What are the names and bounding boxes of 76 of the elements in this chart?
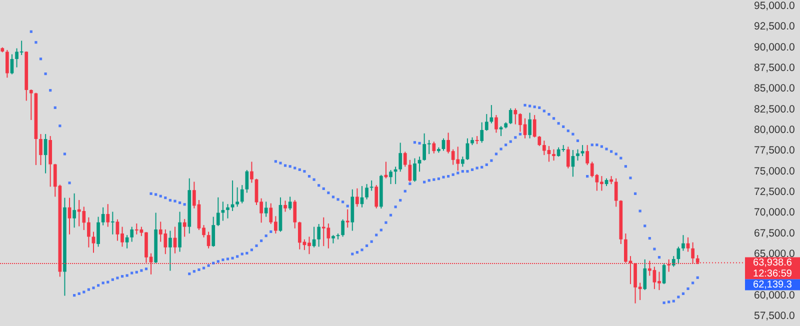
candlestick bbox=[341, 218, 344, 238]
candlestick bbox=[580, 144, 584, 157]
y-tick-label: 87,500.0 bbox=[754, 62, 796, 74]
candlestick bbox=[432, 141, 436, 154]
candlestick bbox=[528, 112, 532, 139]
candlestick bbox=[288, 196, 292, 211]
candlestick bbox=[676, 246, 680, 265]
candlestick bbox=[508, 108, 512, 125]
candlestick bbox=[245, 170, 249, 194]
candlestick bbox=[480, 122, 484, 144]
candlestick bbox=[484, 114, 488, 132]
candlestick bbox=[182, 218, 186, 238]
y-tick-label: 80,000.0 bbox=[754, 124, 796, 136]
candlestick bbox=[356, 188, 359, 208]
candlestick bbox=[672, 256, 676, 268]
candlestick bbox=[29, 88, 33, 120]
candlestick bbox=[110, 211, 114, 235]
text: 62,139.3 bbox=[753, 279, 792, 290]
candlestick bbox=[87, 216, 90, 248]
candlestick bbox=[92, 231, 96, 254]
y-tick-label: 77,500.0 bbox=[754, 144, 796, 157]
candlestick bbox=[552, 148, 556, 162]
y-tick-label: 70,000.0 bbox=[754, 206, 796, 219]
text: 12:36:59 bbox=[753, 268, 792, 280]
candlestick bbox=[284, 200, 287, 212]
candlestick bbox=[586, 144, 590, 166]
candlestick bbox=[365, 184, 368, 200]
candlestick bbox=[226, 204, 230, 219]
candlestick bbox=[72, 192, 76, 228]
candlestick bbox=[317, 223, 321, 248]
candlestick bbox=[212, 216, 216, 248]
candlestick bbox=[466, 138, 470, 160]
y-tick-label: 85,000.0 bbox=[754, 82, 796, 95]
ref-line-label: 63,938.6 bbox=[753, 257, 792, 268]
y-tick-label: 75,000.0 bbox=[754, 165, 796, 178]
candlestick bbox=[101, 206, 105, 226]
candlestick bbox=[413, 158, 416, 182]
candlestick bbox=[236, 186, 240, 208]
candlestick bbox=[389, 170, 392, 185]
y-tick-label: 57,500.0 bbox=[754, 310, 796, 322]
y-tick-label: 92,500.0 bbox=[754, 20, 796, 33]
candlestick bbox=[96, 216, 100, 248]
candlestick bbox=[6, 49, 9, 78]
candlestick bbox=[682, 234, 685, 252]
candlestick bbox=[39, 134, 42, 166]
candlestick bbox=[403, 151, 407, 168]
candlestick bbox=[374, 184, 378, 209]
candlestick bbox=[566, 146, 570, 169]
candlestick bbox=[10, 54, 14, 75]
y-tick-label: 67,500.0 bbox=[754, 227, 796, 240]
candlestick bbox=[538, 136, 542, 147]
candlestick bbox=[216, 196, 220, 227]
candlestick bbox=[264, 201, 268, 218]
candlestick bbox=[576, 148, 580, 162]
candlestick bbox=[614, 178, 618, 208]
candlestick bbox=[250, 161, 254, 184]
candlestick bbox=[643, 258, 647, 291]
candlestick bbox=[240, 184, 244, 204]
candlestick bbox=[398, 142, 402, 172]
candlestick bbox=[370, 180, 374, 192]
candlestick bbox=[460, 156, 464, 168]
candlestick bbox=[125, 234, 129, 249]
y-tick-label: 60,000.0 bbox=[754, 289, 796, 302]
candlestick bbox=[532, 114, 536, 138]
y-tick-label: 90,000.0 bbox=[754, 41, 796, 54]
candlestick bbox=[130, 226, 134, 242]
candlestick bbox=[346, 208, 350, 228]
candlestick bbox=[293, 200, 297, 229]
candlestick bbox=[662, 262, 666, 285]
y-tick-label: 72,500.0 bbox=[754, 186, 796, 198]
y-tick-label: 65,000.0 bbox=[754, 248, 796, 260]
candlestick bbox=[168, 230, 172, 272]
y-tick-label: 95,000.0 bbox=[754, 0, 796, 12]
candlestick bbox=[494, 114, 498, 134]
candlestick bbox=[106, 204, 110, 228]
y-tick-label: 82,500.0 bbox=[754, 103, 796, 116]
